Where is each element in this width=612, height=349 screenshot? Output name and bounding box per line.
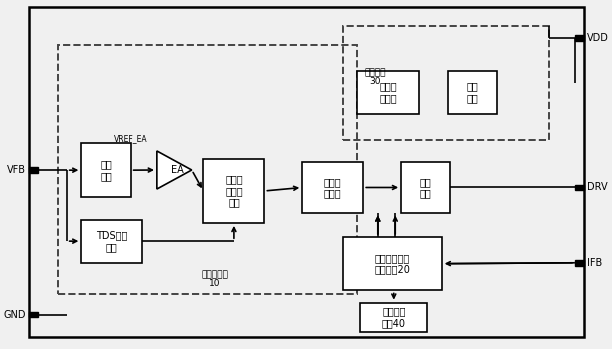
Text: DRV: DRV bbox=[587, 182, 608, 192]
Bar bbox=[343, 237, 442, 290]
Text: 启动
模块: 启动 模块 bbox=[466, 81, 478, 103]
Text: 30: 30 bbox=[369, 76, 381, 86]
Text: EA: EA bbox=[171, 165, 184, 175]
Text: VREF_EA: VREF_EA bbox=[114, 134, 147, 143]
Text: 10: 10 bbox=[209, 279, 221, 288]
Bar bbox=[357, 70, 419, 114]
Bar bbox=[575, 35, 584, 40]
Bar bbox=[29, 312, 38, 318]
Text: 逻辑控
制模块: 逻辑控 制模块 bbox=[324, 177, 341, 198]
Polygon shape bbox=[157, 151, 192, 189]
Text: 过流保护
模块40: 过流保护 模块40 bbox=[382, 306, 406, 328]
Text: 驱动
模块: 驱动 模块 bbox=[420, 177, 431, 198]
Bar bbox=[81, 220, 143, 263]
Bar bbox=[360, 303, 427, 332]
Bar bbox=[203, 159, 264, 223]
Bar bbox=[302, 162, 364, 213]
Text: 采样
模块: 采样 模块 bbox=[100, 159, 112, 181]
Bar bbox=[343, 25, 550, 140]
Text: TDS检测
模块: TDS检测 模块 bbox=[96, 230, 127, 252]
Bar bbox=[575, 260, 584, 266]
Bar bbox=[575, 185, 584, 190]
Text: 恒压恒
流控制
模块: 恒压恒 流控制 模块 bbox=[225, 174, 243, 208]
Text: GND: GND bbox=[4, 310, 26, 320]
Bar bbox=[447, 70, 497, 114]
Text: 基准偏
置模块: 基准偏 置模块 bbox=[379, 81, 397, 103]
Text: VDD: VDD bbox=[587, 33, 609, 43]
Bar bbox=[81, 143, 131, 197]
Bar bbox=[401, 162, 450, 213]
Text: 检流电阻短路
保护模块20: 检流电阻短路 保护模块20 bbox=[375, 253, 410, 274]
Bar bbox=[29, 167, 38, 173]
Text: IFB: IFB bbox=[587, 258, 602, 268]
Text: VFB: VFB bbox=[7, 165, 26, 175]
Text: 驱动控制器: 驱动控制器 bbox=[201, 270, 228, 280]
Text: 电源模块: 电源模块 bbox=[364, 68, 386, 77]
Bar bbox=[58, 45, 357, 294]
